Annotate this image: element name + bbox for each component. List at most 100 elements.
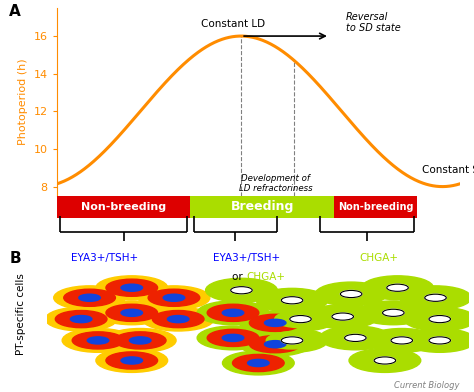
- Ellipse shape: [46, 307, 117, 331]
- Bar: [190, 196, 334, 218]
- Ellipse shape: [404, 307, 474, 331]
- Ellipse shape: [121, 284, 143, 291]
- Ellipse shape: [87, 337, 109, 344]
- Ellipse shape: [249, 336, 301, 353]
- Ellipse shape: [266, 332, 318, 349]
- Ellipse shape: [391, 337, 412, 344]
- Ellipse shape: [207, 304, 259, 321]
- Y-axis label: Photoperiod (h): Photoperiod (h): [18, 59, 28, 145]
- Ellipse shape: [264, 319, 286, 327]
- Text: Constant SD: Constant SD: [422, 165, 474, 175]
- Ellipse shape: [349, 348, 421, 372]
- Ellipse shape: [54, 286, 126, 310]
- Bar: [57, 196, 190, 218]
- Ellipse shape: [357, 301, 429, 325]
- Ellipse shape: [275, 310, 326, 328]
- Text: Constant LD: Constant LD: [201, 20, 265, 29]
- Ellipse shape: [106, 352, 157, 369]
- Ellipse shape: [249, 314, 301, 331]
- Text: Development of
LD refractoriness: Development of LD refractoriness: [238, 174, 312, 193]
- Text: Current Biology: Current Biology: [394, 381, 460, 390]
- Ellipse shape: [264, 307, 337, 331]
- Ellipse shape: [359, 352, 410, 369]
- Ellipse shape: [374, 357, 396, 364]
- Ellipse shape: [247, 359, 269, 367]
- Text: A: A: [9, 4, 20, 19]
- Ellipse shape: [362, 276, 433, 299]
- Ellipse shape: [216, 282, 267, 299]
- Ellipse shape: [163, 294, 185, 301]
- Ellipse shape: [266, 292, 318, 309]
- Ellipse shape: [264, 341, 286, 348]
- Ellipse shape: [340, 290, 362, 298]
- Ellipse shape: [222, 334, 244, 341]
- Ellipse shape: [367, 304, 419, 321]
- Ellipse shape: [231, 287, 252, 294]
- Ellipse shape: [307, 305, 379, 328]
- Ellipse shape: [106, 304, 157, 321]
- Ellipse shape: [383, 309, 404, 316]
- Ellipse shape: [72, 332, 124, 349]
- Ellipse shape: [414, 332, 465, 349]
- Ellipse shape: [79, 294, 100, 301]
- Ellipse shape: [256, 328, 328, 352]
- Text: CHGA+: CHGA+: [246, 272, 285, 283]
- Text: EYA3+/TSH+: EYA3+/TSH+: [213, 253, 280, 263]
- Ellipse shape: [410, 289, 461, 306]
- Text: Reversal
to SD state: Reversal to SD state: [346, 12, 401, 33]
- Text: Breeding: Breeding: [230, 200, 294, 213]
- Ellipse shape: [290, 316, 311, 323]
- Ellipse shape: [138, 286, 210, 310]
- Ellipse shape: [96, 276, 168, 299]
- Ellipse shape: [315, 282, 387, 306]
- Ellipse shape: [329, 329, 381, 347]
- Ellipse shape: [197, 301, 269, 325]
- Ellipse shape: [207, 329, 259, 347]
- Ellipse shape: [325, 285, 377, 303]
- Ellipse shape: [372, 279, 423, 296]
- Ellipse shape: [129, 337, 151, 344]
- Text: CHGA+: CHGA+: [360, 253, 399, 263]
- Ellipse shape: [429, 316, 450, 323]
- Ellipse shape: [429, 337, 450, 344]
- Ellipse shape: [345, 334, 366, 341]
- Text: Non-breeding: Non-breeding: [338, 202, 413, 212]
- Ellipse shape: [197, 326, 269, 350]
- Text: PT-specific cells: PT-specific cells: [16, 273, 27, 354]
- Ellipse shape: [239, 332, 311, 356]
- Ellipse shape: [62, 328, 134, 352]
- Ellipse shape: [71, 316, 92, 323]
- Ellipse shape: [256, 289, 328, 312]
- Ellipse shape: [64, 289, 115, 306]
- Ellipse shape: [104, 328, 176, 352]
- Ellipse shape: [282, 297, 303, 304]
- Ellipse shape: [148, 289, 200, 306]
- Text: B: B: [9, 251, 21, 266]
- Ellipse shape: [96, 301, 168, 325]
- Ellipse shape: [332, 313, 354, 320]
- Ellipse shape: [282, 337, 303, 344]
- Ellipse shape: [404, 328, 474, 352]
- Ellipse shape: [114, 332, 166, 349]
- Bar: [334, 196, 417, 218]
- Ellipse shape: [106, 279, 157, 296]
- Ellipse shape: [96, 348, 168, 372]
- Ellipse shape: [366, 328, 438, 352]
- Ellipse shape: [233, 354, 284, 372]
- Ellipse shape: [55, 310, 107, 328]
- Ellipse shape: [167, 316, 189, 323]
- Ellipse shape: [121, 309, 143, 316]
- Text: EYA3+/TSH+: EYA3+/TSH+: [71, 253, 138, 263]
- Ellipse shape: [206, 278, 277, 302]
- Ellipse shape: [152, 310, 204, 328]
- Ellipse shape: [142, 307, 214, 331]
- Ellipse shape: [319, 326, 391, 350]
- Ellipse shape: [376, 332, 428, 349]
- Text: Non-breeding: Non-breeding: [81, 202, 166, 212]
- Ellipse shape: [222, 351, 294, 375]
- Ellipse shape: [239, 311, 311, 335]
- Ellipse shape: [414, 310, 465, 328]
- Ellipse shape: [425, 294, 446, 301]
- Ellipse shape: [317, 308, 368, 325]
- Text: or: or: [232, 272, 246, 283]
